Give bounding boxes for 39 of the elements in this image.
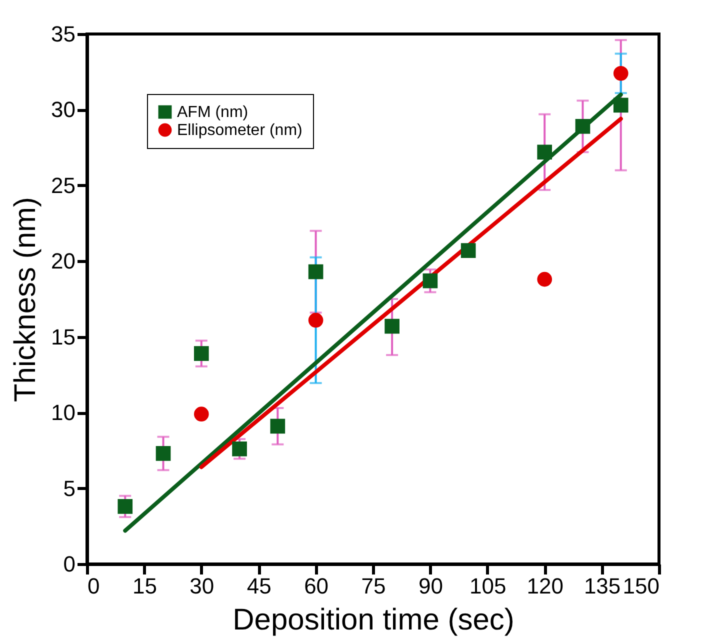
point — [194, 346, 209, 361]
x-tick-label: 90 — [418, 574, 443, 598]
point — [118, 499, 133, 514]
y-tick-label: 15 — [51, 324, 76, 350]
point — [194, 406, 209, 422]
x-tick-label: 120 — [526, 574, 564, 598]
y-tick-label: 35 — [51, 22, 76, 46]
point — [613, 66, 628, 81]
x-tick-label: 105 — [470, 574, 506, 598]
x-tick-label: 15 — [132, 574, 157, 598]
point — [270, 418, 286, 434]
point — [384, 318, 400, 334]
point — [232, 442, 247, 456]
y-axis-title: Thickness (nm) — [9, 196, 42, 402]
x-tick-label: 150 — [622, 574, 660, 598]
y-tick-label: 30 — [51, 97, 76, 122]
x-tick-label: 45 — [246, 574, 272, 598]
x-tick-label: 60 — [304, 574, 329, 598]
x-tick-label: 135 — [584, 574, 621, 598]
point — [613, 98, 628, 113]
point — [537, 272, 552, 287]
point — [537, 144, 552, 160]
legend-label: AFM (nm) — [177, 104, 248, 121]
y-tick-label: 10 — [51, 400, 76, 426]
point — [308, 312, 324, 328]
x-tick-label: 0 — [88, 574, 100, 598]
y-tick-label: 20 — [51, 248, 76, 274]
x-axis-title: Deposition time (sec) — [232, 604, 514, 636]
point — [308, 264, 324, 280]
y-tick-label: 5 — [63, 476, 76, 501]
y-tick-label: 0 — [63, 552, 76, 576]
legend-label: Ellipsometer (nm) — [177, 122, 302, 139]
y-tick-label: 25 — [51, 172, 76, 198]
point — [422, 273, 438, 288]
x-tick-label: 30 — [190, 574, 214, 598]
point — [575, 118, 590, 134]
x-tick-label: 75 — [361, 574, 386, 598]
point — [460, 243, 476, 258]
point — [156, 446, 171, 461]
